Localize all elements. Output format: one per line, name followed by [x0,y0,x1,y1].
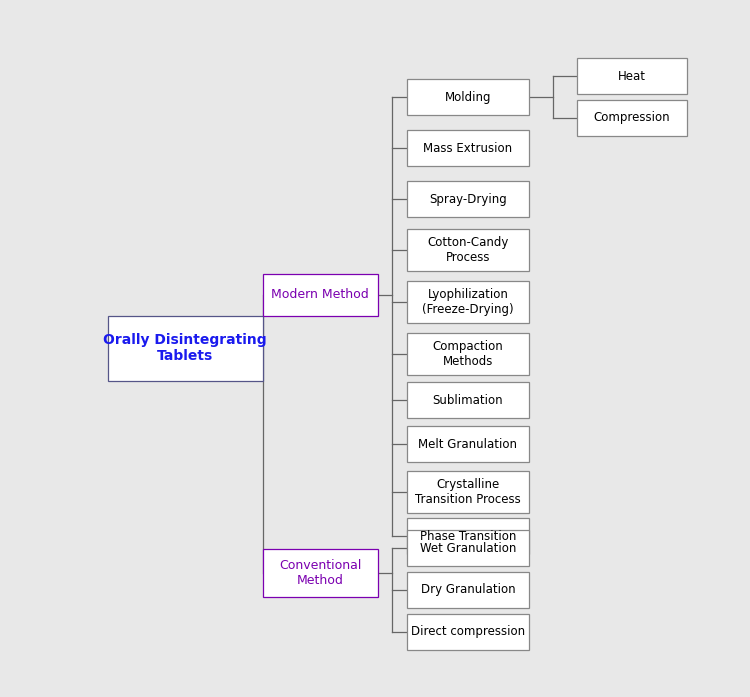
FancyBboxPatch shape [407,426,529,462]
FancyBboxPatch shape [407,518,529,554]
Text: Mass Extrusion: Mass Extrusion [424,141,512,155]
Text: Conventional
Method: Conventional Method [279,559,362,587]
Text: Orally Disintegrating
Tablets: Orally Disintegrating Tablets [104,333,267,363]
FancyBboxPatch shape [407,614,529,650]
FancyBboxPatch shape [407,333,529,375]
FancyBboxPatch shape [407,382,529,418]
FancyBboxPatch shape [262,274,377,316]
FancyBboxPatch shape [107,316,262,381]
Text: Lyophilization
(Freeze-Drying): Lyophilization (Freeze-Drying) [422,288,514,316]
FancyBboxPatch shape [407,281,529,323]
FancyBboxPatch shape [407,471,529,513]
FancyBboxPatch shape [262,549,377,597]
FancyBboxPatch shape [407,572,529,608]
Text: Wet Granulation: Wet Granulation [420,542,516,555]
Text: Spray-Drying: Spray-Drying [429,192,507,206]
Text: Dry Granulation: Dry Granulation [421,583,515,597]
Text: Melt Granulation: Melt Granulation [419,438,518,450]
Text: Compression: Compression [594,112,670,125]
Text: Phase Transition: Phase Transition [420,530,516,542]
FancyBboxPatch shape [577,100,687,136]
FancyBboxPatch shape [407,229,529,271]
Text: Compaction
Methods: Compaction Methods [433,340,503,368]
Text: Heat: Heat [618,70,646,82]
FancyBboxPatch shape [577,58,687,94]
FancyBboxPatch shape [407,181,529,217]
FancyBboxPatch shape [407,130,529,166]
Text: Direct compression: Direct compression [411,625,525,638]
FancyBboxPatch shape [407,79,529,115]
Text: Molding: Molding [445,91,491,103]
Text: Cotton-Candy
Process: Cotton-Candy Process [427,236,508,264]
Text: Modern Method: Modern Method [272,289,369,302]
FancyBboxPatch shape [407,530,529,566]
Text: Sublimation: Sublimation [433,394,503,406]
Text: Crystalline
Transition Process: Crystalline Transition Process [416,478,520,506]
